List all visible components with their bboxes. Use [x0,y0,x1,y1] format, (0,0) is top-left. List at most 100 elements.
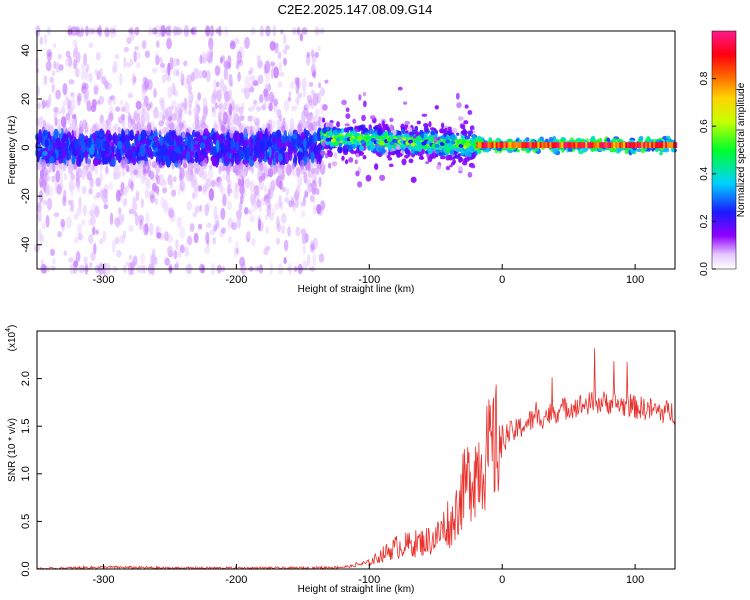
spectrogram-cell [237,71,241,82]
spectrogram-cell [134,140,140,148]
spectrogram-cell [456,132,460,136]
spectrogram-cell [218,158,223,170]
spectrogram-cell [249,192,254,204]
spectrogram-cell [311,187,316,196]
spectrogram-cell [95,137,101,149]
spectrogram-cell [112,96,117,106]
spectrogram-cell [211,146,217,157]
spectrogram-cell [274,202,280,211]
spectrogram-cell [76,206,82,216]
spectrogram-cell [187,162,193,172]
spectrogram-ridge-cell [557,142,560,149]
spectrogram-cell [259,94,264,103]
spectrogram-cell [317,45,321,52]
spectrogram-cell [177,159,182,170]
spectrogram-cell [145,141,150,149]
spectrogram-cell [263,88,269,98]
bottom-y-tick-label: 0.0 [20,561,32,576]
spectrogram-cell [420,133,425,138]
spectrogram-cell [263,185,268,194]
spectrogram-cell [71,113,77,120]
spectrogram-cell [68,257,74,263]
spectrogram-cell [313,146,319,155]
spectrogram-cell [199,204,203,212]
spectrogram-ridge-cell [555,142,558,149]
spectrogram-cell [51,175,56,183]
spectrogram-cell [211,93,217,105]
spectrogram-ridge-cell [609,142,612,149]
spectrogram-cell [270,61,276,67]
spectrogram-cell [268,212,274,221]
spectrogram-cell [439,129,445,134]
spectrogram-cell [223,67,229,81]
spectrogram-ridge-cell [541,142,544,149]
spectrogram-cell [197,149,201,161]
spectrogram-cell [60,116,67,128]
top-x-tick-label: -300 [92,274,114,286]
spectrogram-cell [312,93,319,106]
spectrogram-cell [49,156,55,164]
spectrogram-cell [388,163,394,168]
spectrogram-cell [358,145,365,151]
spectrogram-cell [178,173,183,182]
spectrogram-ridge-cell [653,142,656,149]
spectrogram-cell [307,122,314,132]
bottom-y-tick-label: 1.5 [20,419,32,434]
spectrogram-cell [249,180,255,193]
spectrogram-cell [263,247,269,256]
spectrogram-cell [129,129,134,142]
spectrogram-cell [80,69,85,81]
spectrogram-cell [471,164,476,169]
spectrogram-ridge-cell [547,142,550,149]
spectrogram-cell [72,122,76,132]
spectrogram-cell [299,125,303,134]
spectrogram-cell [354,125,359,130]
spectrogram-cell [40,258,44,265]
spectrogram-ridge-cell [639,142,642,149]
spectrogram-cell [183,245,189,252]
spectrogram-cell [130,260,136,269]
bottom-x-ticks: -300 -200 -100 0 100 [92,564,644,586]
spectrogram-cell [194,205,200,214]
spectrogram-cell [260,141,265,154]
spectrogram-ridge-cell [613,142,616,149]
spectrogram-cell [348,143,353,150]
spectrogram-cell [151,248,156,261]
spectrogram-cell [41,222,46,230]
spectrogram-cell [238,170,242,178]
spectrogram-cell [123,186,128,197]
spectrogram-cell [91,226,96,236]
spectrogram-ridge-cell [497,142,500,149]
top-x-tick-label: 0 [499,274,505,286]
spectrogram-cell [344,123,350,127]
spectrogram-cell [448,155,452,160]
spectrogram-cell [258,175,263,183]
spectrogram-cell [449,164,453,168]
spectrogram-cell [264,127,269,139]
spectrogram-cell [238,148,244,160]
spectrogram-cell [356,140,361,147]
spectrogram-cell [220,207,226,221]
spectrogram-ridge-cell [591,142,594,149]
spectrogram-cell [266,140,273,147]
bottom-y-ticks: 0.0 0.5 1.0 1.5 2.0 [20,371,42,577]
spectrogram-cell [200,154,204,161]
spectrogram-ridge-cell [665,142,668,149]
spectrogram-cell [67,28,73,35]
spectrogram-cell [62,100,67,107]
svg-text:(x104): (x104) [5,325,18,352]
spectrogram-cell [107,156,111,163]
spectrogram-ridge-cell [525,142,528,149]
spectrogram-cell [350,149,355,155]
spectrogram-cell [472,134,477,140]
spectrogram-cell [256,199,262,208]
spectrogram-cell [46,197,53,211]
spectrogram-cell [457,166,464,172]
spectrogram-cell [310,49,315,58]
spectrogram-ridge-cell [533,142,536,149]
spectrogram-cell [111,157,116,167]
spectrogram-cell [243,207,249,215]
spectrogram-ridge-cell [587,142,590,149]
spectrogram-ridge-cell [601,142,604,149]
spectrogram-cell [167,245,173,256]
